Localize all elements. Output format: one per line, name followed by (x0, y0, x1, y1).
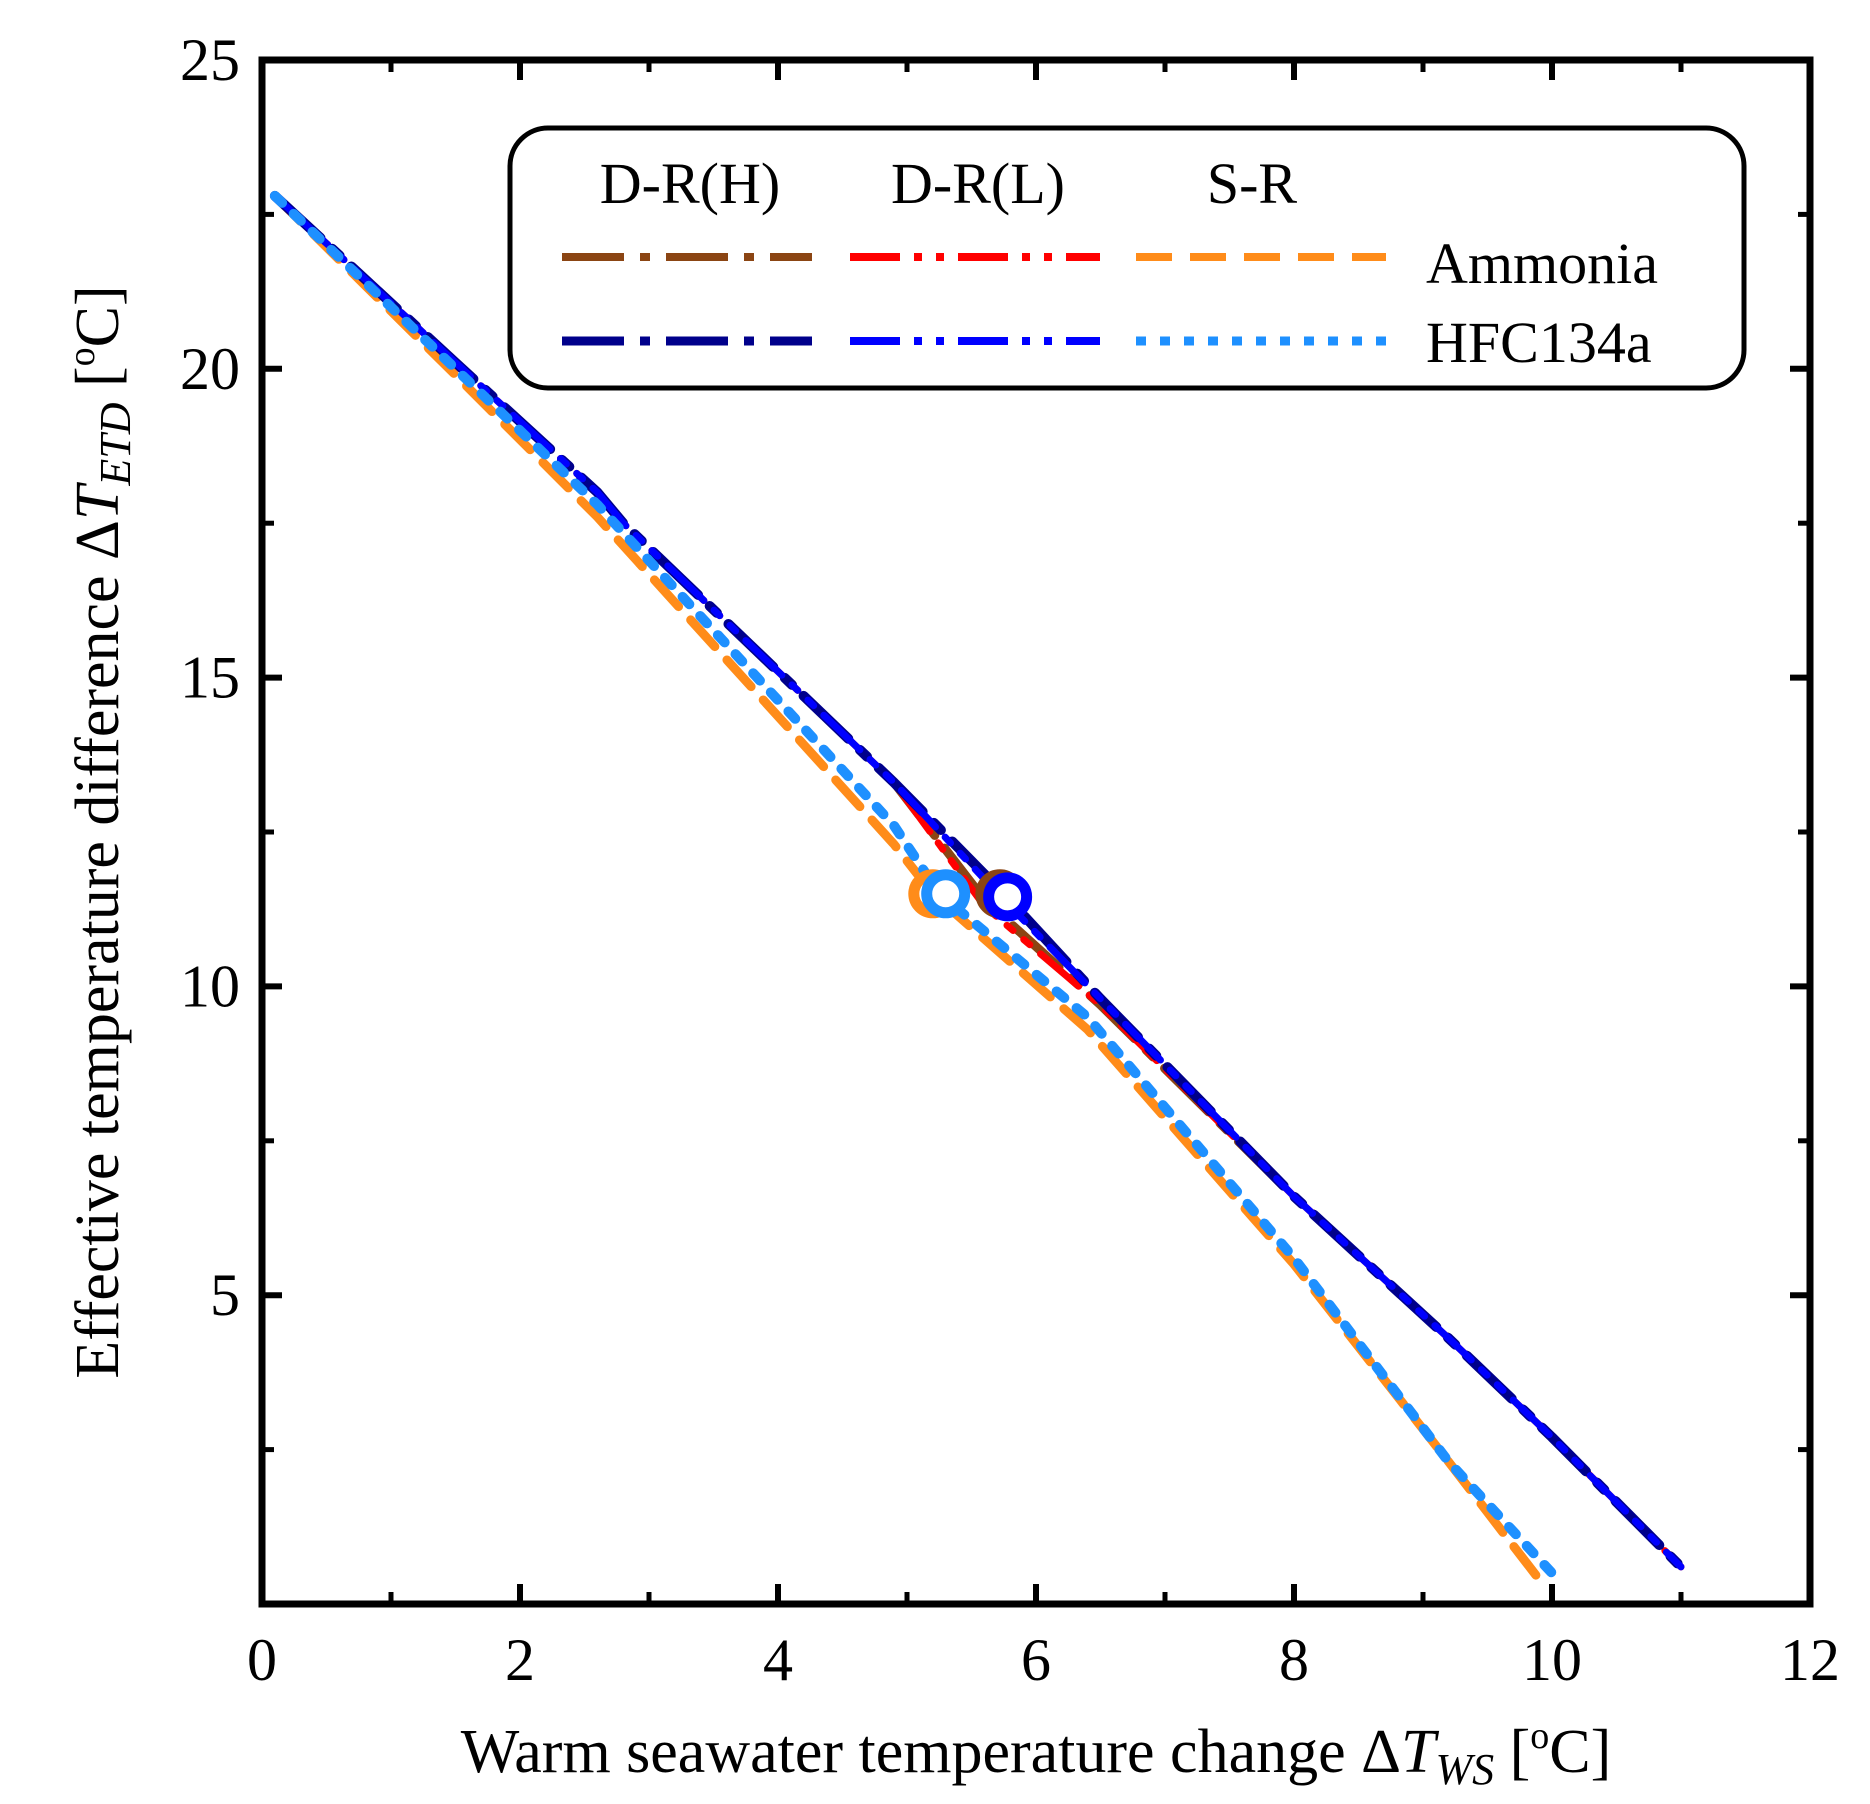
x-axis-title: Warm seawater temperature change ΔTWS [o… (461, 1715, 1612, 1794)
legend-header-dr-l: D-R(L) (891, 151, 1065, 216)
x-tick-label: 10 (1522, 1627, 1582, 1693)
y-tick-label: 25 (180, 27, 240, 93)
y-tick-label: 20 (180, 336, 240, 402)
y-tick-label: 15 (180, 645, 240, 711)
tick-layer: 0 2 4 6 8 10 12 5 10 15 20 25 (180, 27, 1840, 1693)
y-tick-label: 5 (210, 1262, 240, 1328)
legend-label-ammonia: Ammonia (1426, 231, 1658, 296)
x-tick-label: 12 (1780, 1627, 1840, 1693)
x-tick-label: 0 (247, 1627, 277, 1693)
marker-layer (908, 869, 1033, 922)
legend: D-R(H) D-R(L) S-R Ammonia HFC134a (507, 125, 1747, 391)
marker-d-r-hfc134a-point (983, 872, 1033, 922)
x-tick-label: 2 (505, 1627, 535, 1693)
legend-header-sr: S-R (1207, 151, 1298, 216)
x-tick-label: 4 (763, 1627, 793, 1693)
x-tick-label: 8 (1279, 1627, 1309, 1693)
legend-label-hfc134a: HFC134a (1426, 310, 1652, 375)
x-tick-label: 6 (1021, 1627, 1051, 1693)
legend-header-dr-h: D-R(H) (600, 151, 780, 216)
marker-s-r-hfc134a-point (921, 869, 971, 919)
y-tick-label: 10 (180, 953, 240, 1019)
legend-box (507, 125, 1747, 391)
y-axis-title: Effective temperature difference ΔTETD [… (61, 285, 140, 1378)
